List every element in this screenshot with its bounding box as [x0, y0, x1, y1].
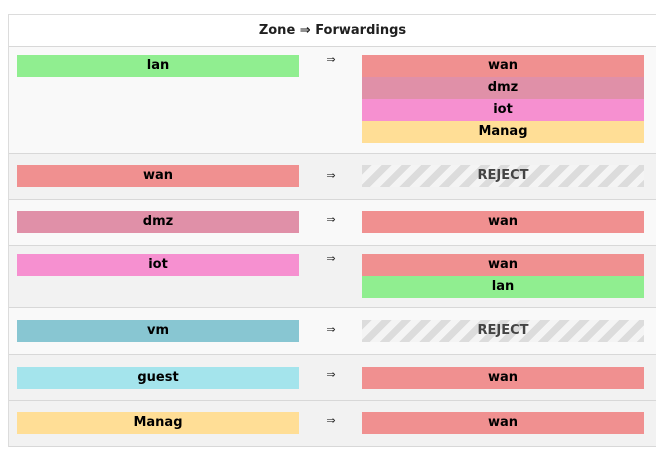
- zone-badge-wan: wan: [362, 367, 644, 389]
- zone-badge-iot: iot: [17, 254, 299, 276]
- zone-badge-wan: wan: [362, 254, 644, 276]
- table-row: guest ⇒ wan: [9, 355, 656, 401]
- zone-badge-iot: iot: [362, 99, 644, 121]
- zone-badge-wan: wan: [362, 412, 644, 434]
- zone-badge-dmz: dmz: [17, 211, 299, 233]
- zone-badge-wan: wan: [362, 211, 644, 233]
- destination-zones-cell: wan lan: [362, 254, 644, 298]
- forward-arrow-icon: ⇒: [326, 323, 336, 336]
- destination-zones-cell: wan dmz iot Manag: [362, 55, 644, 143]
- zone-badge-manag: Manag: [362, 121, 644, 143]
- destination-zones-cell: wan: [362, 367, 644, 389]
- zone-badge-lan: lan: [17, 55, 299, 77]
- destination-zones-cell: wan: [362, 211, 644, 233]
- table-row: Manag ⇒ wan: [9, 401, 656, 447]
- table-row: lan ⇒ wan dmz iot Manag: [9, 47, 656, 154]
- zone-badge-reject: REJECT: [362, 165, 644, 187]
- table-row: dmz ⇒ wan: [9, 200, 656, 246]
- source-zone-cell: guest: [17, 367, 299, 389]
- source-zone-cell: vm: [17, 320, 299, 342]
- forward-arrow-icon: ⇒: [326, 213, 336, 226]
- source-zone-cell: Manag: [17, 412, 299, 434]
- table-row: vm ⇒ REJECT: [9, 308, 656, 355]
- forward-arrow-icon: ⇒: [326, 252, 336, 265]
- table-row: iot ⇒ wan lan: [9, 246, 656, 308]
- forward-arrow-icon: ⇒: [326, 368, 336, 381]
- zone-badge-lan: lan: [362, 276, 644, 298]
- zone-badge-dmz: dmz: [362, 77, 644, 99]
- zone-forwardings-table: Zone ⇒ Forwardings lan ⇒ wan dmz iot Man…: [8, 14, 656, 447]
- zone-badge-wan: wan: [362, 55, 644, 77]
- destination-zones-cell: wan: [362, 412, 644, 434]
- source-zone-cell: lan: [17, 55, 299, 77]
- forward-arrow-icon: ⇒: [326, 169, 336, 182]
- zone-badge-wan: wan: [17, 165, 299, 187]
- destination-zones-cell: REJECT: [362, 165, 644, 187]
- destination-zones-cell: REJECT: [362, 320, 644, 342]
- zone-badge-reject: REJECT: [362, 320, 644, 342]
- source-zone-cell: dmz: [17, 211, 299, 233]
- forward-arrow-icon: ⇒: [326, 53, 336, 66]
- zone-badge-guest: guest: [17, 367, 299, 389]
- zone-badge-vm: vm: [17, 320, 299, 342]
- forward-arrow-icon: ⇒: [326, 414, 336, 427]
- table-header: Zone ⇒ Forwardings: [9, 15, 656, 47]
- zone-badge-manag: Manag: [17, 412, 299, 434]
- source-zone-cell: wan: [17, 165, 299, 187]
- table-row: wan ⇒ REJECT: [9, 154, 656, 200]
- source-zone-cell: iot: [17, 254, 299, 276]
